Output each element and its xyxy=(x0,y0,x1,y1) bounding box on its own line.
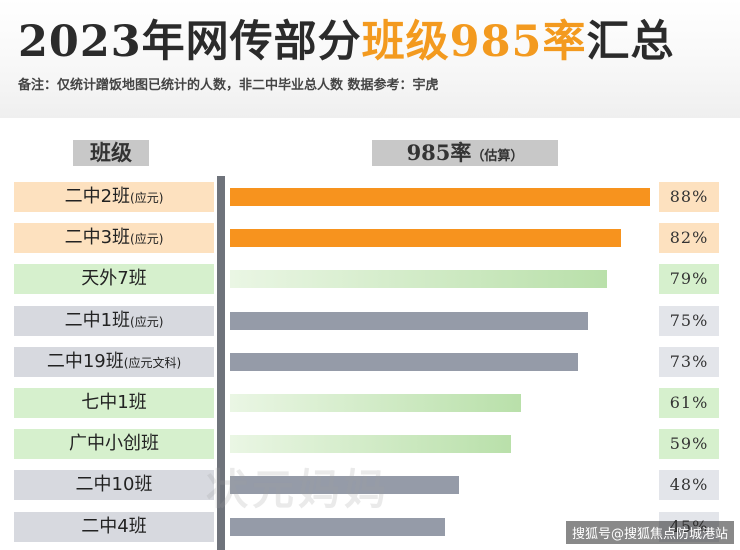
bar xyxy=(230,188,650,206)
category-header: 班级 xyxy=(73,140,149,166)
category-label: 天外7班 xyxy=(14,264,214,295)
bar xyxy=(230,270,607,289)
category-name: 二中3班 xyxy=(64,227,131,249)
bar xyxy=(230,352,579,371)
data-label: 73% xyxy=(659,346,719,377)
category-name: 二中4班 xyxy=(81,515,147,537)
watermark: 状元妈妈 xyxy=(206,465,391,514)
bar xyxy=(230,311,588,330)
bar xyxy=(230,394,521,412)
category-label: 二中3班(应元) xyxy=(14,223,214,254)
title-part-3: 汇总 xyxy=(586,17,675,67)
bar xyxy=(230,476,459,495)
chart-note: 备注：仅统计蹭饭地图已统计的人数，非二中毕业总人数 数据参考：宇虎 xyxy=(18,78,439,93)
value-header-sub: （估算） xyxy=(471,149,524,164)
data-label: 59% xyxy=(659,429,719,460)
category-label: 广中小创班 xyxy=(14,429,214,460)
category-note: (应元) xyxy=(130,232,164,247)
category-name: 二中2班 xyxy=(64,186,131,207)
category-name: 二中19班 xyxy=(46,350,124,372)
category-name: 七中1班 xyxy=(81,392,147,413)
category-name: 二中10班 xyxy=(75,474,153,496)
title-part-2: 班级985率 xyxy=(361,17,587,67)
category-label: 二中19班(应元文科) xyxy=(14,346,214,377)
category-label: 二中10班 xyxy=(14,470,214,501)
data-label: 79% xyxy=(659,264,719,295)
value-header: 985率（估算） xyxy=(372,140,558,166)
axis-line xyxy=(217,176,225,550)
category-label: 二中4班 xyxy=(14,511,214,542)
data-label: 48% xyxy=(659,470,719,501)
source-credit: 搜狐号@搜狐焦点防城港站 xyxy=(565,521,734,544)
data-label: 61% xyxy=(659,388,719,418)
chart-title: 2023年网传部分班级985率汇总 xyxy=(18,16,674,68)
bar xyxy=(230,517,445,536)
category-name: 二中1班 xyxy=(64,309,131,331)
category-name: 天外7班 xyxy=(81,268,147,290)
category-note: (应元) xyxy=(130,314,164,329)
data-label: 88% xyxy=(659,182,719,212)
category-label: 二中2班(应元) xyxy=(14,182,214,212)
title-part-1: 2023年网传部分 xyxy=(18,17,362,67)
data-label: 75% xyxy=(659,305,719,336)
value-header-main: 985率 xyxy=(406,140,472,165)
category-label: 七中1班 xyxy=(14,388,214,418)
data-label: 82% xyxy=(659,223,719,254)
category-note: (应元文科) xyxy=(123,355,182,370)
category-note: (应元) xyxy=(130,191,164,205)
category-name: 广中小创班 xyxy=(69,433,159,455)
bar xyxy=(230,229,622,248)
bar xyxy=(230,435,512,454)
category-label: 二中1班(应元) xyxy=(14,305,214,336)
title-band: 2023年网传部分班级985率汇总 备注：仅统计蹭饭地图已统计的人数，非二中毕业… xyxy=(0,0,740,118)
